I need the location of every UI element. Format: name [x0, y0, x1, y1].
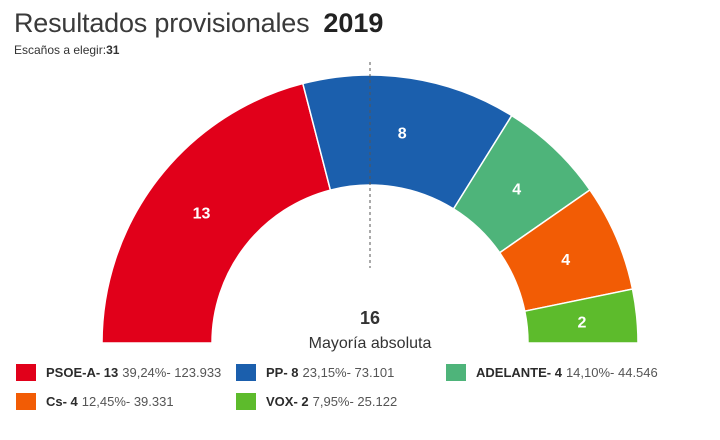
legend-detail-adelante: 14,10%- 44.546: [565, 365, 658, 380]
seat-label-psoe-a: 13: [193, 206, 211, 223]
title-row: Resultados provisionales 2019: [14, 8, 383, 39]
legend-item-pp: PP- 8 23,15%- 73.101: [236, 364, 446, 381]
legend-label-vox: VOX- 2: [266, 394, 309, 409]
slice-psoe-a: [101, 82, 332, 344]
legend-detail-cs: 12,45%- 39.331: [81, 394, 174, 409]
seat-label-pp: 8: [398, 125, 407, 142]
seats-to-elect: Escaños a elegir:31: [14, 43, 383, 57]
legend-item-psoe: PSOE-A- 13 39,24%- 123.933: [16, 364, 236, 381]
election-year: 2019: [323, 8, 384, 38]
legend-item-adelante: ADELANTE- 4 14,10%- 44.546: [446, 364, 706, 381]
legend-swatch-psoe: [16, 364, 36, 381]
seat-label-cs: 4: [561, 252, 570, 269]
seats-label: Escaños a elegir:: [14, 43, 107, 57]
legend-swatch-cs: [16, 393, 36, 410]
seats-total: 31: [106, 43, 120, 57]
legend-detail-psoe: 39,24%- 123.933: [122, 365, 222, 380]
legend-label-pp: PP- 8: [266, 365, 299, 380]
chart-title: Resultados provisionales: [14, 8, 310, 38]
legend-label-adelante: ADELANTE- 4: [476, 365, 562, 380]
legend-swatch-adelante: [446, 364, 466, 381]
legend-item-cs: Cs- 4 12,45%- 39.331: [16, 393, 236, 410]
chart-header: Resultados provisionales 2019 Escaños a …: [14, 8, 383, 57]
legend-detail-vox: 7,95%- 25.122: [312, 394, 398, 409]
legend-label-cs: Cs- 4: [46, 394, 78, 409]
majority-value: 16: [360, 308, 380, 328]
legend-detail-pp: 23,15%- 73.101: [302, 365, 395, 380]
slice-vox: [523, 288, 639, 344]
parliament-chart: 13 8 4 4 2 16 Mayoría absoluta: [101, 62, 639, 352]
legend-swatch-pp: [236, 364, 256, 381]
chart-legend: PSOE-A- 13 39,24%- 123.933 PP- 8 23,15%-…: [16, 364, 706, 410]
seat-label-vox: 2: [577, 314, 586, 331]
legend-swatch-vox: [236, 393, 256, 410]
seat-label-adelante: 4: [512, 182, 521, 199]
majority-label: Mayoría absoluta: [309, 335, 432, 352]
legend-label-psoe: PSOE-A- 13: [46, 365, 119, 380]
legend-item-vox: VOX- 2 7,95%- 25.122: [236, 393, 446, 410]
